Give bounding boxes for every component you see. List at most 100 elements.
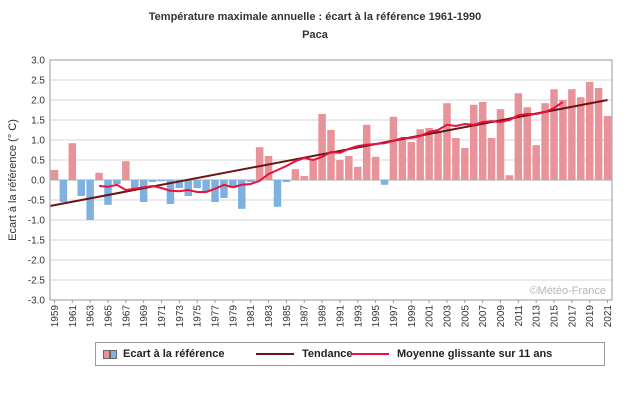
- bar: [345, 156, 353, 180]
- x-tick-label: 1985: [282, 305, 293, 328]
- bar: [603, 116, 612, 180]
- bar: [300, 176, 308, 180]
- x-tick-label: 2011: [514, 305, 525, 327]
- bar: [86, 180, 94, 220]
- bar: [416, 129, 424, 180]
- bar: [229, 180, 237, 188]
- bar: [238, 180, 246, 209]
- y-tick-label: 0.5: [31, 156, 45, 167]
- y-tick-label: -1.5: [28, 236, 46, 247]
- legend-item-moving: Moyenne glissante sur 11 ans: [351, 343, 552, 365]
- x-tick-label: 1991: [335, 305, 346, 328]
- bar: [193, 180, 201, 188]
- legend-trend-label: Tendance: [302, 348, 353, 360]
- plot-frame: [49, 59, 613, 301]
- x-tick-label: 2015: [550, 305, 561, 328]
- bar: [282, 180, 291, 182]
- legend-moving-label: Moyenne glissante sur 11 ans: [397, 348, 553, 360]
- bar: [532, 145, 540, 180]
- bar: [380, 180, 389, 185]
- bar: [478, 102, 487, 180]
- bar: [166, 180, 175, 204]
- legend: Ecart à la référence Tendance Moyenne gl…: [95, 342, 605, 366]
- bar: [425, 128, 433, 180]
- bar: [104, 180, 112, 205]
- y-tick-label: -2.5: [28, 276, 46, 287]
- x-tick-label: 1961: [68, 305, 79, 328]
- x-tick-label: 1981: [246, 305, 257, 328]
- x-tick-label: 1983: [264, 305, 275, 328]
- bar: [273, 180, 282, 207]
- bar: [327, 130, 335, 180]
- x-tick-label: 1959: [50, 305, 61, 328]
- bar: [309, 160, 317, 180]
- bar: [568, 89, 576, 180]
- bar: [443, 103, 451, 180]
- x-tick-label: 1995: [371, 305, 382, 328]
- legend-item-trend: Tendance: [256, 343, 353, 365]
- x-tick-label: 1967: [121, 305, 132, 328]
- y-tick-label: 2.5: [31, 76, 45, 87]
- moving-average-line: [99, 101, 564, 193]
- x-tick-label: 1973: [175, 305, 186, 328]
- x-tick-label: 2005: [460, 305, 471, 328]
- bar: [113, 180, 121, 184]
- x-tick-label: 1979: [228, 305, 239, 328]
- y-tick-label: 1.5: [31, 116, 45, 127]
- x-tick-label: 2003: [443, 305, 454, 328]
- bar: [184, 180, 193, 196]
- x-tick-label: 1993: [353, 305, 364, 328]
- chart-subtitle: Paca: [302, 29, 328, 41]
- bar: [550, 89, 558, 180]
- bar: [122, 161, 130, 180]
- x-tick-label: 1963: [86, 305, 97, 328]
- y-tick-label: -2.0: [28, 256, 46, 267]
- bar: [514, 93, 523, 180]
- bar: [398, 139, 407, 180]
- x-tick-label: 1989: [318, 305, 329, 328]
- bar: [157, 180, 166, 182]
- bar: [523, 107, 532, 180]
- bar-layer: [50, 82, 612, 220]
- x-tick-label: 1977: [211, 305, 222, 328]
- bar: [68, 143, 77, 180]
- x-tick-label: 1987: [300, 305, 311, 328]
- bar: [559, 100, 567, 180]
- x-tick-label: 1965: [104, 305, 115, 328]
- bar: [175, 180, 184, 188]
- line-layer: [49, 99, 608, 207]
- bar: [362, 124, 371, 180]
- bar: [469, 104, 478, 180]
- bar: [148, 180, 157, 182]
- axis-layer: 3.0 2.5 2.0 1.5 1.0 0.5 0.0 -0.5 -1.0 -1.5 -2.0 -2.…: [28, 56, 614, 328]
- bar: [50, 170, 59, 180]
- bar: [541, 103, 549, 180]
- y-tick-label: 2.0: [31, 96, 45, 107]
- bar: [461, 148, 469, 180]
- trend-swatch: [256, 353, 294, 355]
- y-tick-label: -3.0: [28, 296, 46, 307]
- bar: [354, 166, 362, 180]
- bar: [407, 142, 416, 180]
- bar: [246, 180, 255, 182]
- bar: [496, 109, 505, 180]
- moving-swatch: [351, 353, 389, 355]
- bar: [452, 138, 460, 180]
- bar: [202, 180, 210, 192]
- x-tick-label: 1999: [407, 305, 418, 328]
- x-tick-label: 2019: [585, 305, 596, 328]
- bar: [139, 180, 148, 202]
- bar: [585, 82, 594, 180]
- bar: [77, 180, 85, 196]
- bar: [594, 88, 603, 180]
- y-axis-label: Ecart à la référence (° C): [7, 119, 19, 241]
- bar: [95, 172, 103, 180]
- bar: [487, 138, 496, 180]
- y-tick-label: -0.5: [28, 196, 46, 207]
- x-tick-label: 2007: [478, 305, 489, 328]
- x-tick-label: 1971: [157, 305, 168, 328]
- x-tick-label: 1975: [193, 305, 204, 328]
- bar: [318, 114, 326, 180]
- x-tick-label: 1969: [139, 305, 150, 328]
- y-tick-label: 3.0: [31, 56, 45, 67]
